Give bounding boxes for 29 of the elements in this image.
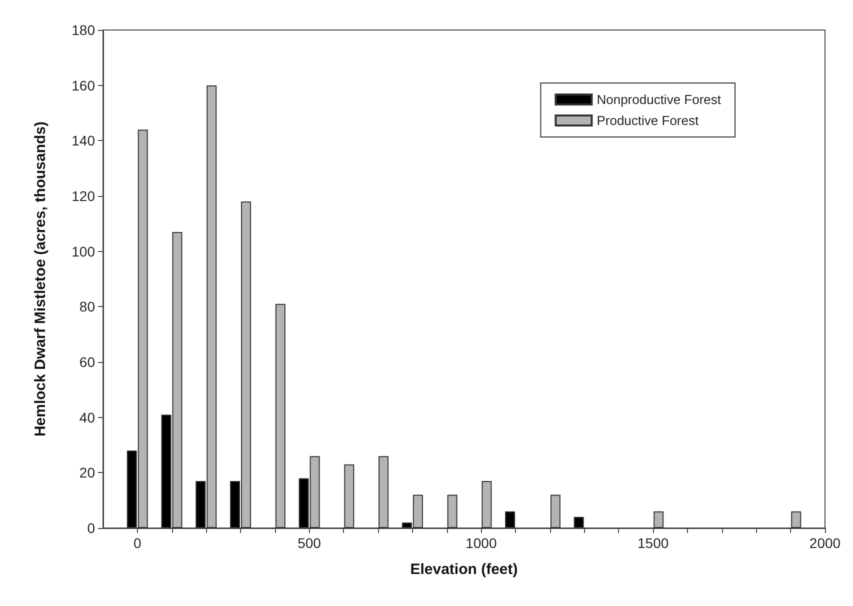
y-tick-label: 60 [79, 354, 96, 370]
x-axis-title: Elevation (feet) [410, 561, 518, 578]
bar [447, 494, 458, 528]
bar [482, 480, 492, 528]
y-tick-label: 180 [72, 22, 96, 38]
bar [550, 494, 560, 528]
legend-label: Productive Forest [596, 113, 699, 128]
legend-label: Nonproductive Forest [596, 92, 722, 107]
y-tick-label: 160 [72, 77, 96, 94]
bar [505, 511, 516, 528]
x-tick-label: 0 [133, 535, 142, 551]
x-tick-label: 500 [298, 535, 322, 551]
bar [791, 511, 802, 528]
x-tick-label: 1500 [638, 535, 669, 551]
x-tick-label: 1000 [466, 535, 497, 551]
y-tick-label: 20 [79, 464, 96, 481]
bar [378, 456, 389, 528]
bar [275, 304, 286, 528]
bar [344, 464, 354, 528]
y-tick-label: 0 [87, 520, 96, 536]
y-tick-label: 120 [72, 188, 96, 204]
y-tick-label: 100 [72, 243, 96, 260]
bar [654, 511, 664, 528]
y-axis-title: Hemlock Dwarf Mistletoe (acres, thousands) [32, 121, 49, 437]
bar [574, 516, 584, 528]
y-tick-label: 80 [79, 298, 96, 315]
x-tick-label: 2000 [809, 535, 841, 551]
y-tick-label: 140 [72, 132, 96, 149]
y-tick-label: 40 [79, 409, 96, 426]
